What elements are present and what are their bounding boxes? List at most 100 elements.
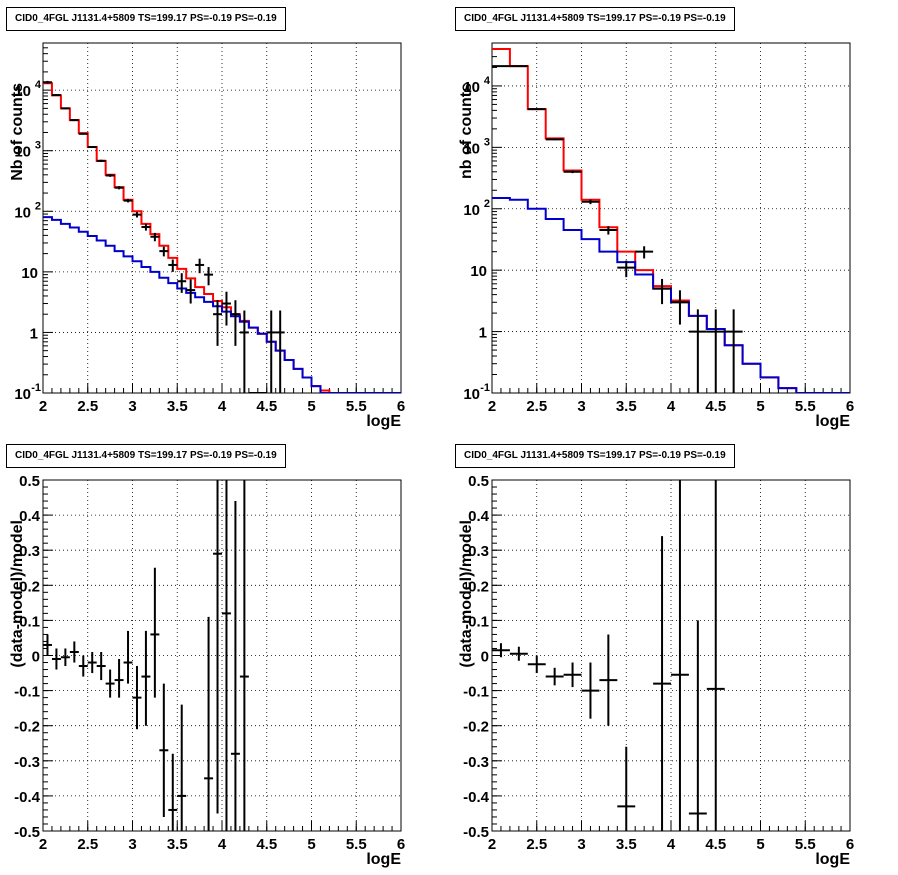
y-tick-label: 0.5 [468,473,489,490]
y-tick-label: 0.1 [19,613,40,630]
x-tick-label: 4.5 [705,836,726,853]
plot-title: CID0_4FGL J1131.4+5809 TS=199.17 PS=-0.1… [455,444,735,468]
pad-bottom-right: CID0_4FGL J1131.4+5809 TS=199.17 PS=-0.1… [449,437,898,875]
x-tick-label: 5 [756,836,764,853]
y-tick-exponent: 4 [35,79,42,91]
x-tick-label: 5.5 [346,398,367,415]
y-tick-exponent: 3 [484,136,490,148]
y-tick-exponent: 4 [484,75,491,87]
x-tick-label: 3.5 [167,398,188,415]
y-tick-label: -0.1 [14,684,40,701]
y-tick-label: 10 [463,140,480,157]
y-tick-label: 0 [32,649,40,666]
x-tick-label: 4 [667,836,676,853]
x-tick-label: 3 [577,398,585,415]
x-tick-label: 5.5 [795,398,816,415]
y-axis-title: (data-model)/model [458,520,475,668]
x-tick-label: 5 [307,398,315,415]
y-tick-label: -0.2 [463,719,489,736]
y-tick-label: 10 [14,144,31,161]
y-tick-label: -0.1 [463,684,489,701]
y-tick-label: 10 [14,83,31,100]
y-tick-label: 0 [481,649,489,666]
plot-frame [42,42,402,394]
y-tick-exponent: -1 [480,382,490,394]
y-tick-label: 0.3 [19,543,40,560]
y-tick-label: 10 [463,79,480,96]
x-tick-label: 6 [846,398,854,415]
x-axis-title: logE [366,413,401,430]
y-tick-label: 1 [30,325,38,342]
plot-area [492,480,725,831]
y-tick-label: 10 [14,386,31,403]
y-tick-label: -0.4 [14,789,41,806]
y-tick-label: 0.1 [468,613,489,630]
x-tick-label: 6 [397,398,405,415]
x-tick-label: 3.5 [167,836,188,853]
y-tick-exponent: -1 [31,382,41,394]
pad-bottom-left: CID0_4FGL J1131.4+5809 TS=199.17 PS=-0.1… [0,437,449,875]
y-tick-exponent: 2 [484,198,490,210]
x-tick-label: 2 [39,398,47,415]
x-tick-label: 5.5 [795,836,816,853]
y-tick-label: 10 [463,386,480,403]
y-tick-label: 0.4 [19,508,41,525]
pad-top-right: CID0_4FGL J1131.4+5809 TS=199.17 PS=-0.1… [449,0,898,437]
x-tick-label: 5.5 [346,836,367,853]
y-tick-label: -0.5 [463,824,489,841]
chart-bottom-left: 2 2.5 3 3.5 4 4.5 5 5.5 6 -0.5 -0.4 -0.3 -0.2 -0.1 0 0.… [9,473,405,868]
plot-area [43,480,249,831]
plot-frame [491,42,851,394]
x-tick-label: 4.5 [256,398,277,415]
x-tick-label: 2.5 [526,398,547,415]
plot-title: CID0_4FGL J1131.4+5809 TS=199.17 PS=-0.1… [6,444,286,468]
plot-title: CID0_4FGL J1131.4+5809 TS=199.17 PS=-0.1… [455,7,735,31]
y-tick-exponent: 2 [35,200,41,212]
y-tick-label: 0.2 [19,578,40,595]
y-tick-label: 0.5 [19,473,40,490]
x-tick-label: 4 [218,398,227,415]
x-tick-label: 3 [577,836,585,853]
x-tick-label: 3 [128,398,136,415]
y-tick-label: -0.5 [14,824,40,841]
x-tick-label: 5 [756,398,764,415]
x-tick-label: 2.5 [77,398,98,415]
y-tick-label: 10 [21,265,38,282]
pad-top-left: CID0_4FGL J1131.4+5809 TS=199.17 PS=-0.1… [0,0,449,437]
y-tick-label: -0.3 [14,754,40,771]
x-axis-title: logE [815,851,850,868]
y-tick-label: 0.3 [468,543,489,560]
y-tick-label: -0.2 [14,719,40,736]
histogram-line [43,216,401,393]
y-tick-label: 0.2 [468,578,489,595]
x-axis-title: logE [366,851,401,868]
x-tick-label: 4.5 [705,398,726,415]
y-tick-label: 10 [14,204,31,221]
x-tick-label: 2 [39,836,47,853]
x-tick-label: 6 [397,836,405,853]
y-tick-label: 10 [463,202,480,219]
y-tick-label: -0.3 [463,754,489,771]
x-tick-label: 4.5 [256,836,277,853]
chart-bottom-right: 2 2.5 3 3.5 4 4.5 5 5.5 6 -0.5 -0.4 -0.3 -0.2 -0.1 0 0.… [458,473,854,868]
y-tick-label: 1 [479,325,487,342]
x-tick-label: 3.5 [616,836,637,853]
x-tick-label: 3.5 [616,398,637,415]
y-tick-exponent: 3 [35,140,41,152]
x-tick-label: 3 [128,836,136,853]
y-axis-title: (data-model)/model [9,520,26,668]
x-tick-label: 2 [488,836,496,853]
y-tick-label: 10 [470,263,487,280]
x-tick-label: 2 [488,398,496,415]
x-tick-label: 6 [846,836,854,853]
y-tick-label: -0.4 [463,789,490,806]
x-tick-label: 4 [218,836,227,853]
x-tick-label: 4 [667,398,676,415]
plot-area [43,80,401,393]
y-tick-label: 0.4 [468,508,490,525]
x-tick-label: 2.5 [77,836,98,853]
y-axis-title: nb of counts [458,83,475,179]
x-tick-label: 2.5 [526,836,547,853]
